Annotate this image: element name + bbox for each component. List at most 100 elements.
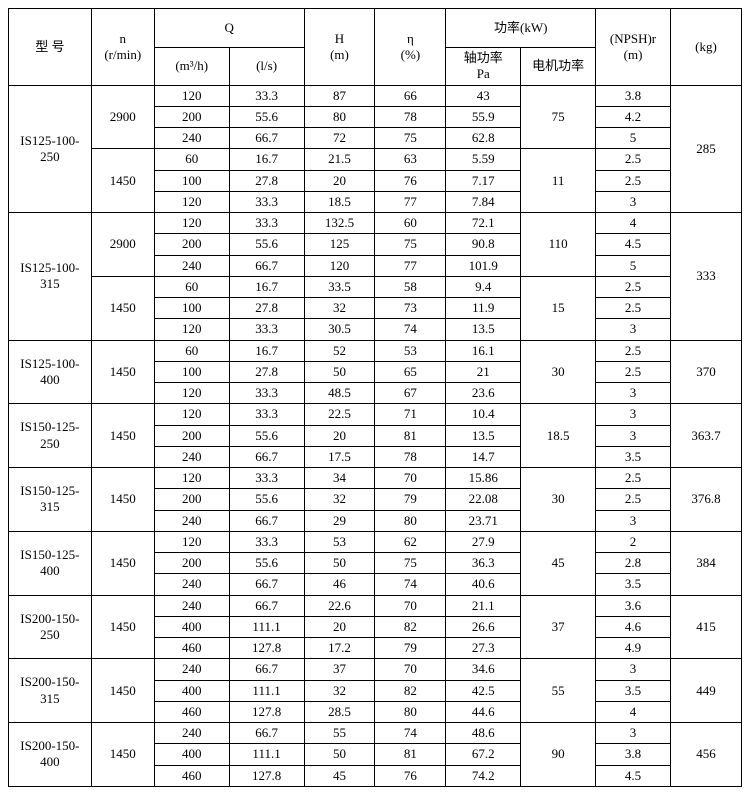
cell-q-m3h: 120 <box>154 319 229 340</box>
cell-npsh: 3 <box>596 383 671 404</box>
cell-pa: 13.5 <box>446 425 521 446</box>
cell-eta: 80 <box>375 701 446 722</box>
cell-model: IS200-150-400 <box>9 723 92 787</box>
hdr-q-m3h: (m³/h) <box>154 48 229 86</box>
cell-q-ls: 66.7 <box>229 128 304 149</box>
cell-weight: 376.8 <box>670 468 741 532</box>
cell-model: IS125-100-315 <box>9 213 92 341</box>
cell-n: 1450 <box>91 340 154 404</box>
cell-eta: 78 <box>375 106 446 127</box>
cell-q-m3h: 100 <box>154 298 229 319</box>
cell-eta: 70 <box>375 595 446 616</box>
cell-q-ls: 55.6 <box>229 489 304 510</box>
cell-npsh: 4.6 <box>596 616 671 637</box>
cell-eta: 75 <box>375 553 446 574</box>
cell-q-ls: 111.1 <box>229 616 304 637</box>
cell-weight: 370 <box>670 340 741 404</box>
table-row: 14506016.733.5589.4152.5 <box>9 276 742 297</box>
cell-motor-power: 11 <box>521 149 596 213</box>
cell-q-m3h: 200 <box>154 106 229 127</box>
cell-h: 20 <box>304 170 375 191</box>
cell-eta: 62 <box>375 531 446 552</box>
cell-q-ls: 33.3 <box>229 191 304 212</box>
cell-eta: 70 <box>375 468 446 489</box>
cell-h: 120 <box>304 255 375 276</box>
cell-q-ls: 33.3 <box>229 213 304 234</box>
cell-npsh: 3.8 <box>596 85 671 106</box>
cell-q-m3h: 400 <box>154 680 229 701</box>
table-row: IS150-125-400145012033.3536227.9452384 <box>9 531 742 552</box>
cell-npsh: 4.9 <box>596 638 671 659</box>
cell-q-m3h: 240 <box>154 510 229 531</box>
cell-pa: 10.4 <box>446 404 521 425</box>
cell-pa: 62.8 <box>446 128 521 149</box>
cell-q-ls: 16.7 <box>229 276 304 297</box>
cell-weight: 456 <box>670 723 741 787</box>
cell-h: 22.6 <box>304 595 375 616</box>
cell-eta: 79 <box>375 489 446 510</box>
cell-pa: 5.59 <box>446 149 521 170</box>
cell-pa: 74.2 <box>446 765 521 786</box>
cell-motor-power: 55 <box>521 659 596 723</box>
cell-npsh: 3 <box>596 404 671 425</box>
cell-q-m3h: 200 <box>154 234 229 255</box>
cell-npsh: 3 <box>596 659 671 680</box>
cell-npsh: 3.6 <box>596 595 671 616</box>
hdr-q-ls: (l/s) <box>229 48 304 86</box>
cell-pa: 14.7 <box>446 446 521 467</box>
cell-motor-power: 75 <box>521 85 596 149</box>
cell-q-ls: 27.8 <box>229 298 304 319</box>
cell-n: 1450 <box>91 276 154 340</box>
cell-n: 1450 <box>91 595 154 659</box>
cell-pa: 90.8 <box>446 234 521 255</box>
cell-pa: 23.71 <box>446 510 521 531</box>
cell-npsh: 2.5 <box>596 298 671 319</box>
cell-h: 32 <box>304 680 375 701</box>
cell-q-m3h: 460 <box>154 701 229 722</box>
cell-eta: 71 <box>375 404 446 425</box>
cell-pa: 15.86 <box>446 468 521 489</box>
cell-q-m3h: 240 <box>154 595 229 616</box>
cell-q-m3h: 60 <box>154 340 229 361</box>
cell-n: 1450 <box>91 531 154 595</box>
cell-pa: 48.6 <box>446 723 521 744</box>
cell-eta: 81 <box>375 744 446 765</box>
cell-q-m3h: 100 <box>154 170 229 191</box>
hdr-eta-sym: η <box>407 31 414 46</box>
cell-n: 1450 <box>91 149 154 213</box>
cell-eta: 82 <box>375 680 446 701</box>
cell-eta: 74 <box>375 574 446 595</box>
cell-pa: 21.1 <box>446 595 521 616</box>
cell-npsh: 2.8 <box>596 553 671 574</box>
cell-pa: 7.17 <box>446 170 521 191</box>
cell-npsh: 2.5 <box>596 489 671 510</box>
cell-q-ls: 66.7 <box>229 659 304 680</box>
cell-q-m3h: 60 <box>154 149 229 170</box>
cell-q-ls: 27.8 <box>229 361 304 382</box>
cell-h: 46 <box>304 574 375 595</box>
cell-motor-power: 110 <box>521 213 596 277</box>
cell-q-m3h: 460 <box>154 638 229 659</box>
cell-npsh: 3.8 <box>596 744 671 765</box>
table-row: IS125-100-250290012033.3876643753.8285 <box>9 85 742 106</box>
cell-q-m3h: 120 <box>154 191 229 212</box>
cell-n: 1450 <box>91 468 154 532</box>
cell-q-m3h: 120 <box>154 404 229 425</box>
cell-q-m3h: 200 <box>154 425 229 446</box>
cell-h: 125 <box>304 234 375 255</box>
cell-npsh: 2.5 <box>596 170 671 191</box>
hdr-shaft-power: 轴功率 <box>464 50 503 65</box>
cell-q-m3h: 100 <box>154 361 229 382</box>
hdr-n-unit: (r/min) <box>104 47 141 62</box>
cell-motor-power: 30 <box>521 468 596 532</box>
table-row: 14506016.721.5635.59112.5 <box>9 149 742 170</box>
cell-h: 18.5 <box>304 191 375 212</box>
cell-q-m3h: 200 <box>154 553 229 574</box>
cell-model: IS200-150-315 <box>9 659 92 723</box>
cell-pa: 9.4 <box>446 276 521 297</box>
cell-q-m3h: 240 <box>154 574 229 595</box>
cell-npsh: 4 <box>596 213 671 234</box>
cell-h: 50 <box>304 361 375 382</box>
cell-h: 33.5 <box>304 276 375 297</box>
cell-q-ls: 55.6 <box>229 234 304 255</box>
